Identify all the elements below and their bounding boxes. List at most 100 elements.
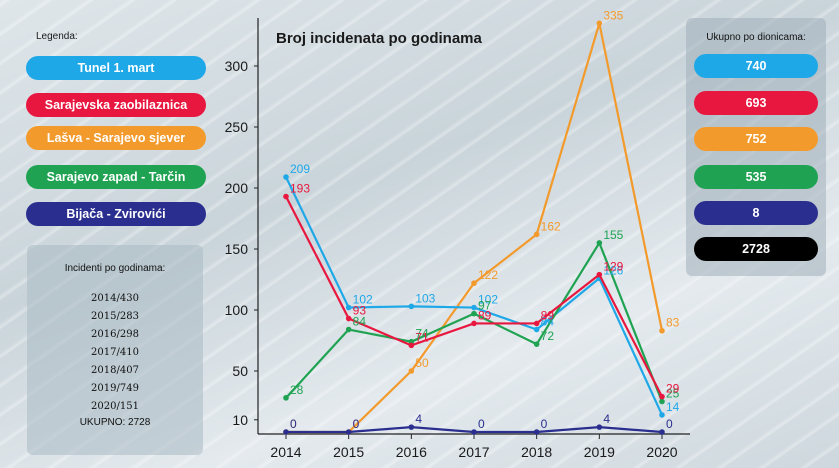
data-label: 0 [353,417,360,431]
data-label: 25 [666,387,680,401]
data-label: 0 [290,417,297,431]
legend-item-tunel: Tunel 1. mart [26,56,206,80]
total-zapad: 535 [694,165,818,189]
data-label: 93 [353,304,367,318]
x-tick-label: 2017 [458,444,489,460]
data-point [596,271,603,278]
legend-item-zapad: Sarajevo zapad - Tarčin [26,165,206,189]
data-point [596,424,603,430]
data-label: 29 [666,382,680,396]
x-tick-label: 2014 [270,444,301,460]
data-point [283,395,289,401]
yearly-item: 2018/407 [91,365,139,376]
data-point [659,429,665,435]
legend-panel: Legenda: Tunel 1. mart Sarajevska zaobil… [22,28,212,233]
data-label: 209 [290,162,310,176]
data-point [533,429,540,435]
data-point [345,304,352,311]
yearly-item: 2014/430 [91,293,139,304]
data-label: 50 [415,356,429,370]
x-tick-label: 2015 [333,444,364,460]
data-point [408,368,415,374]
legend-item-bijaca: Bijača - Zvirovići [26,202,206,226]
y-tick-label: 300 [225,58,249,74]
data-point [408,303,415,310]
data-label: 102 [478,293,498,307]
data-label: 0 [290,417,297,431]
data-point [471,429,477,435]
yearly-item: 2019/749 [91,383,139,394]
yearly-incidents-box: Incidenti po godinama: 2014/430 2015/283… [27,245,203,455]
data-point [596,20,603,27]
yearly-item: 2015/283 [91,311,139,322]
data-point [533,326,540,333]
chart-title: Broj incidenata po godinama [276,30,482,47]
data-label: 89 [478,308,492,322]
data-label: 155 [603,228,623,242]
data-label: 103 [415,291,435,305]
data-point [345,315,352,322]
data-label: 74 [415,327,429,341]
totals-box: Ukupno po dionicama: 740 693 752 535 8 2… [686,18,826,276]
data-label: 129 [603,260,623,274]
data-label: 0 [478,417,485,431]
data-label: 4 [415,412,422,426]
x-tick-label: 2018 [521,444,552,460]
total-lasva: 752 [694,127,818,151]
yearly-item: 2017/410 [91,347,139,358]
data-point [659,398,665,405]
data-point [345,326,352,333]
data-label: 97 [478,299,492,313]
legend-item-sarajevska: Sarajevska zaobilaznica [26,93,206,117]
data-label: 0 [666,417,673,431]
y-tick-label: 250 [225,119,249,135]
totals-title: Ukupno po dionicama: [706,32,806,43]
data-label: 102 [353,293,373,307]
data-label: 28 [290,383,304,397]
data-point [533,231,540,238]
data-point [471,320,477,327]
data-label: 89 [541,308,555,322]
x-tick-label: 2020 [646,444,677,460]
total-all: 2728 [694,237,818,261]
data-label: 71 [415,330,429,344]
data-label: 84 [541,315,555,329]
data-label: 122 [478,268,498,282]
data-point [283,429,289,435]
data-point [471,310,477,317]
data-point [471,280,477,286]
data-label: 162 [541,219,561,233]
data-label: 4 [603,412,610,426]
data-label: 14 [666,400,680,414]
x-tick-label: 2016 [396,444,427,460]
total-tunel: 740 [694,54,818,78]
data-label: 72 [541,329,555,343]
legend-title: Legenda: [36,31,78,42]
data-label: 0 [353,417,360,431]
y-tick-label: 100 [225,302,249,318]
y-tick-label: 10 [232,412,248,428]
total-sarajevska: 693 [694,91,818,115]
total-bijaca: 8 [694,201,818,225]
data-point [408,424,415,430]
data-point [659,393,665,400]
yearly-title: Incidenti po godinama: [64,263,166,274]
data-label: 83 [666,316,680,330]
data-label: 193 [290,182,310,196]
data-point [659,412,665,418]
data-point [471,304,477,311]
series-line [285,176,663,416]
yearly-total: UKUPNO: 2728 [79,417,151,428]
y-tick-label: 50 [232,363,248,379]
data-point [283,193,289,200]
data-label: 0 [541,417,548,431]
data-point [345,429,352,435]
data-point [659,327,665,334]
data-label: 126 [603,263,623,277]
yearly-item: 2016/298 [91,329,139,340]
data-point [283,174,289,180]
data-point [596,240,603,246]
yearly-item: 2020/151 [91,401,139,412]
y-tick-label: 200 [225,180,249,196]
